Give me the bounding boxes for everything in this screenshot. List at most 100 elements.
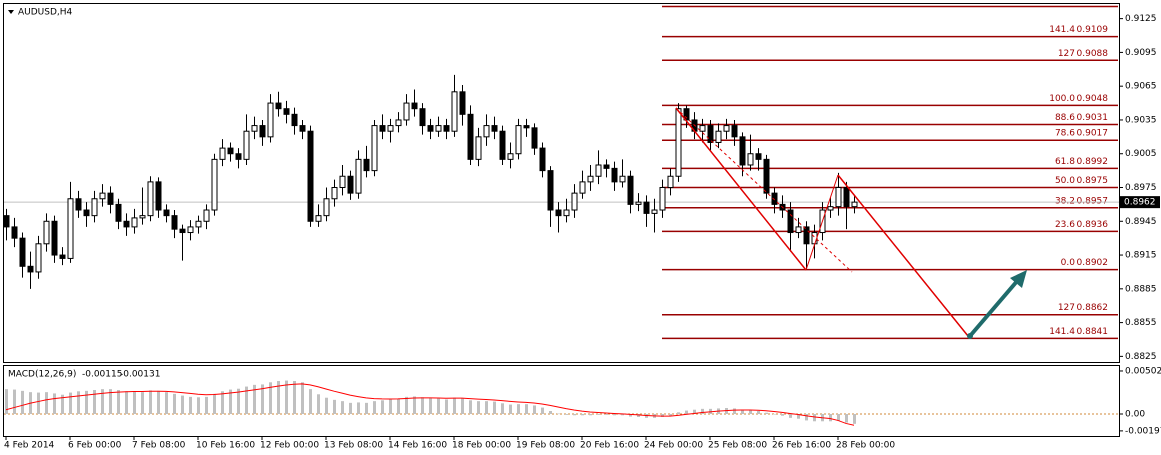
- candle-body: [531, 127, 538, 149]
- candle-body: [203, 209, 210, 222]
- macd-bar: [829, 414, 832, 422]
- macd-bar: [733, 408, 736, 414]
- candle-body: [763, 158, 770, 194]
- macd-bar: [317, 394, 320, 414]
- candle-body: [747, 153, 754, 166]
- candle-body: [547, 170, 554, 211]
- macd-bar: [421, 397, 424, 414]
- candle-body: [323, 198, 330, 217]
- candle-body: [211, 158, 218, 211]
- candle-body: [19, 237, 26, 267]
- macd-bar: [525, 404, 528, 414]
- macd-bar: [677, 412, 680, 414]
- candle-body: [619, 175, 626, 183]
- macd-bar: [557, 413, 560, 415]
- macd-bar: [429, 398, 432, 414]
- macd-bar: [237, 388, 240, 414]
- x-tick-label: 4 Feb 2014: [4, 441, 55, 451]
- x-tick-label: 19 Feb 08:00: [516, 441, 575, 451]
- fib-price: 0.9031: [1077, 113, 1109, 123]
- fib-price: 0.8957: [1077, 196, 1109, 206]
- macd-bar: [541, 407, 544, 414]
- candle-body: [387, 125, 394, 132]
- candle-body: [11, 226, 18, 239]
- macd-bar: [477, 401, 480, 414]
- candle-body: [755, 153, 762, 160]
- x-tick-label: 20 Feb 16:00: [580, 441, 639, 451]
- macd-bar: [37, 392, 40, 414]
- forecast-arrow: [968, 278, 1020, 338]
- candle-body: [571, 192, 578, 211]
- macd-bar: [389, 399, 392, 414]
- macd-bar: [797, 414, 800, 419]
- macd-bar: [805, 414, 808, 421]
- candle-body: [595, 164, 602, 177]
- candle-body: [451, 91, 458, 132]
- candle-body: [843, 187, 850, 208]
- candle-body: [507, 153, 514, 160]
- fib-ratio: 141.4: [1049, 327, 1075, 337]
- fib-price: 0.9048: [1077, 94, 1109, 104]
- candle-body: [59, 254, 66, 259]
- candle-body: [499, 130, 506, 160]
- macd-bar: [229, 389, 232, 414]
- macd-bar: [253, 384, 256, 414]
- x-tick-label: 25 Feb 08:00: [708, 441, 767, 451]
- candle-body: [403, 102, 410, 121]
- y-tick-label: 0.9125: [1125, 14, 1157, 24]
- candle-body: [83, 209, 90, 217]
- y-tick-label: 0.8825: [1125, 352, 1157, 362]
- candle-body: [419, 108, 426, 127]
- fib-price: 0.9088: [1077, 49, 1109, 59]
- candle-body: [27, 265, 34, 273]
- candle-body: [187, 226, 194, 234]
- y-tick-label: 0.9005: [1125, 149, 1157, 159]
- macd-bar: [261, 384, 264, 414]
- x-tick-label: 26 Feb 16:00: [772, 441, 831, 451]
- macd-bar: [133, 391, 136, 414]
- macd-bar: [589, 414, 592, 416]
- candle-body: [283, 108, 290, 115]
- fib-ratio: 0.0: [1061, 258, 1076, 268]
- candle-body: [355, 158, 362, 194]
- candle-body: [483, 125, 490, 138]
- channel-line: [675, 107, 807, 271]
- macd-bar: [565, 414, 568, 415]
- candle-body: [155, 181, 162, 211]
- candle-body: [835, 187, 842, 208]
- macd-bar: [613, 414, 616, 416]
- candle-body: [147, 181, 154, 217]
- macd-bar: [597, 414, 600, 415]
- candle-body: [339, 175, 346, 189]
- macd-bar: [285, 380, 288, 414]
- symbol-menu-icon[interactable]: [8, 10, 14, 14]
- candle-body: [51, 220, 58, 256]
- macd-bar: [213, 393, 216, 414]
- macd-bar: [501, 403, 504, 414]
- candle-body: [611, 167, 618, 183]
- candle-body: [427, 125, 434, 132]
- candle-body: [227, 147, 234, 155]
- fib-price: 0.9017: [1077, 129, 1109, 139]
- candle-body: [371, 125, 378, 172]
- candle-body: [123, 220, 130, 228]
- macd-bar: [301, 382, 304, 414]
- macd-bar: [293, 381, 296, 414]
- macd-bar: [341, 401, 344, 414]
- macd-bar: [637, 414, 640, 417]
- candle-body: [523, 125, 530, 129]
- candle-body: [219, 147, 226, 160]
- signal-line: [5, 383, 855, 426]
- candle-body: [171, 215, 178, 230]
- fib-ratio: 78.6: [1055, 129, 1075, 139]
- candle-body: [555, 209, 562, 217]
- fib-ratio: 38.2: [1055, 196, 1075, 206]
- macd-bar: [109, 389, 112, 414]
- candle-body: [259, 125, 266, 138]
- macd-bar: [685, 410, 688, 414]
- fib-ratio: 50.0: [1055, 176, 1075, 186]
- candle-body: [379, 125, 386, 132]
- y-tick-label: 0.8915: [1125, 251, 1157, 261]
- fib-ratio: 127: [1058, 49, 1075, 59]
- candle-body: [851, 201, 858, 208]
